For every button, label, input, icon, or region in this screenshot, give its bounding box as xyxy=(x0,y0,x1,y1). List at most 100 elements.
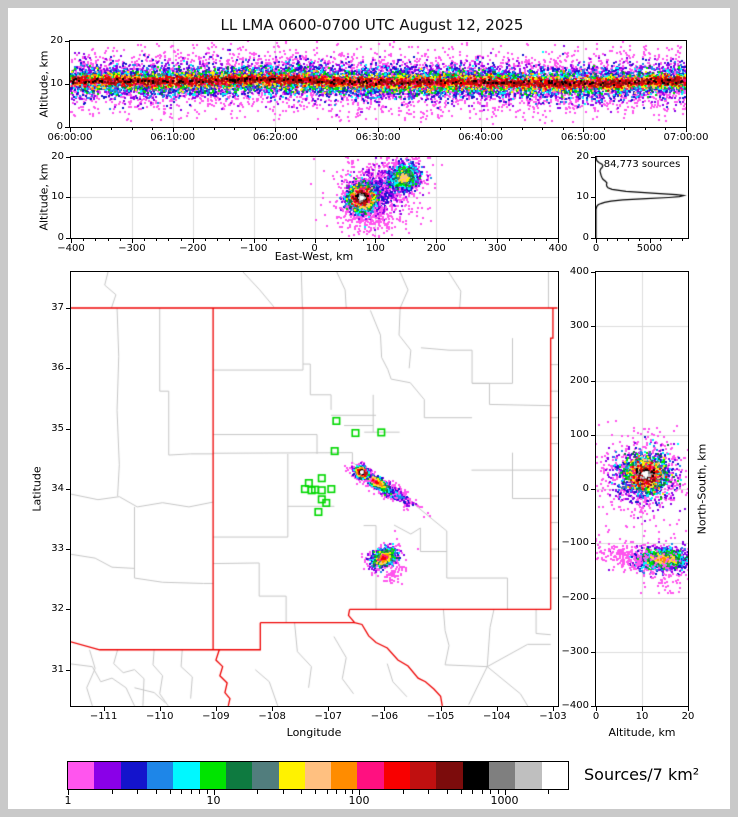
colorbar-segment xyxy=(199,762,226,789)
x-tick-label: −100 xyxy=(239,243,268,254)
ew-altitude-canvas xyxy=(71,157,558,238)
axis-tick xyxy=(509,239,511,241)
axis-tick xyxy=(439,128,441,130)
axis-tick xyxy=(65,84,69,85)
colorbar-segment xyxy=(462,762,489,789)
axis-tick xyxy=(66,368,70,370)
axis-tick xyxy=(460,128,462,130)
colorbar-segment xyxy=(541,762,568,789)
axis-tick xyxy=(336,790,338,794)
axis-tick xyxy=(484,239,486,241)
colorbar-segment xyxy=(383,762,411,789)
axis-tick xyxy=(111,128,113,130)
y-tick-label: 36 xyxy=(51,362,64,374)
axis-tick xyxy=(257,790,259,794)
y-tick-label: −400 xyxy=(561,700,589,711)
y-tick-label: 32 xyxy=(51,603,64,615)
axis-tick xyxy=(542,128,544,130)
axis-tick xyxy=(152,128,154,130)
plan-view-map-canvas xyxy=(71,272,558,706)
x-tick-label: 06:20:00 xyxy=(252,132,298,143)
axis-tick xyxy=(192,239,194,243)
axis-tick xyxy=(497,790,499,794)
y-tick-label: 0 xyxy=(582,232,589,243)
axis-tick xyxy=(606,239,608,241)
axis-tick xyxy=(66,307,70,309)
axis-tick xyxy=(217,239,219,241)
axis-tick xyxy=(624,128,626,130)
page-title: LL LMA 0600-0700 UTC August 12, 2025 xyxy=(220,16,524,34)
axis-tick xyxy=(295,128,297,130)
ew-altitude-panel xyxy=(70,156,559,239)
x-tick-label: −400 xyxy=(57,243,85,254)
x-tick-label: 06:50:00 xyxy=(560,132,606,143)
axis-tick xyxy=(591,489,595,490)
x-tick-label: 07:00:00 xyxy=(663,132,709,143)
x-tick-label: −105 xyxy=(426,711,455,722)
axis-tick xyxy=(119,239,121,241)
axis-tick xyxy=(234,128,236,130)
axis-tick xyxy=(66,669,70,671)
y-tick-label: −200 xyxy=(561,591,589,603)
axis-tick xyxy=(326,790,328,794)
axis-tick xyxy=(90,128,92,130)
axis-tick xyxy=(591,543,595,545)
axis-tick xyxy=(66,157,70,158)
x-tick-label: 0 xyxy=(592,243,600,254)
axis-tick xyxy=(387,239,389,241)
axis-tick xyxy=(591,380,595,382)
x-tick-label: 5000 xyxy=(636,243,663,254)
axis-tick xyxy=(314,239,316,243)
axis-tick xyxy=(131,128,133,130)
colorbar-segment xyxy=(94,762,121,789)
axis-tick xyxy=(213,128,215,130)
axis-tick xyxy=(254,128,256,130)
axis-tick xyxy=(282,790,284,794)
axis-tick xyxy=(446,790,448,794)
axis-tick xyxy=(359,790,360,795)
axis-tick xyxy=(199,790,201,794)
axis-tick xyxy=(352,790,354,794)
axis-tick xyxy=(265,239,267,241)
colorbar-segment xyxy=(120,762,147,789)
x-tick-label: 06:40:00 xyxy=(458,132,504,143)
axis-tick xyxy=(326,239,328,241)
axis-tick xyxy=(253,239,255,243)
axis-tick xyxy=(172,128,174,132)
axis-tick xyxy=(66,428,70,430)
axis-tick xyxy=(204,239,206,241)
axis-tick xyxy=(545,239,547,241)
axis-tick xyxy=(302,239,304,241)
axis-tick xyxy=(131,239,133,243)
axis-tick xyxy=(66,549,70,551)
axis-tick xyxy=(411,239,413,241)
colorbar-segment xyxy=(173,762,200,789)
altitude-histogram-panel xyxy=(595,156,689,239)
x-tick-label: −103 xyxy=(539,711,567,722)
axis-tick xyxy=(460,790,462,794)
y-tick-label: 10 xyxy=(576,191,589,202)
axis-tick xyxy=(103,707,105,711)
axis-tick xyxy=(644,128,646,130)
axis-tick xyxy=(155,790,157,794)
axis-tick xyxy=(460,239,462,241)
time-height-canvas xyxy=(70,41,686,127)
axis-tick xyxy=(213,790,215,795)
map-x-axis-label: Longitude xyxy=(286,726,342,739)
axis-tick xyxy=(419,128,421,130)
y-tick-label: 37 xyxy=(51,301,64,313)
axis-tick xyxy=(642,707,643,711)
axis-tick xyxy=(548,790,550,794)
axis-tick xyxy=(83,239,85,241)
axis-tick xyxy=(144,239,146,241)
y-tick-label: 33 xyxy=(51,543,64,555)
axis-tick xyxy=(168,239,170,241)
colorbar-segment xyxy=(278,762,305,789)
x-tick-label: −109 xyxy=(202,711,230,722)
x-tick-label: −300 xyxy=(118,243,146,254)
axis-tick xyxy=(436,239,438,243)
axis-tick xyxy=(481,790,483,794)
ns-altitude-y-axis-label: North-South, km xyxy=(695,443,709,535)
axis-tick xyxy=(596,707,597,711)
axis-tick xyxy=(497,239,499,243)
